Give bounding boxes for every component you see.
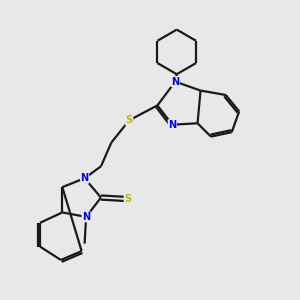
Text: N: N — [168, 120, 176, 130]
Text: N: N — [82, 212, 90, 222]
Text: N: N — [80, 173, 89, 183]
Text: S: S — [124, 194, 131, 204]
Text: N: N — [171, 76, 179, 87]
Text: S: S — [126, 115, 133, 125]
